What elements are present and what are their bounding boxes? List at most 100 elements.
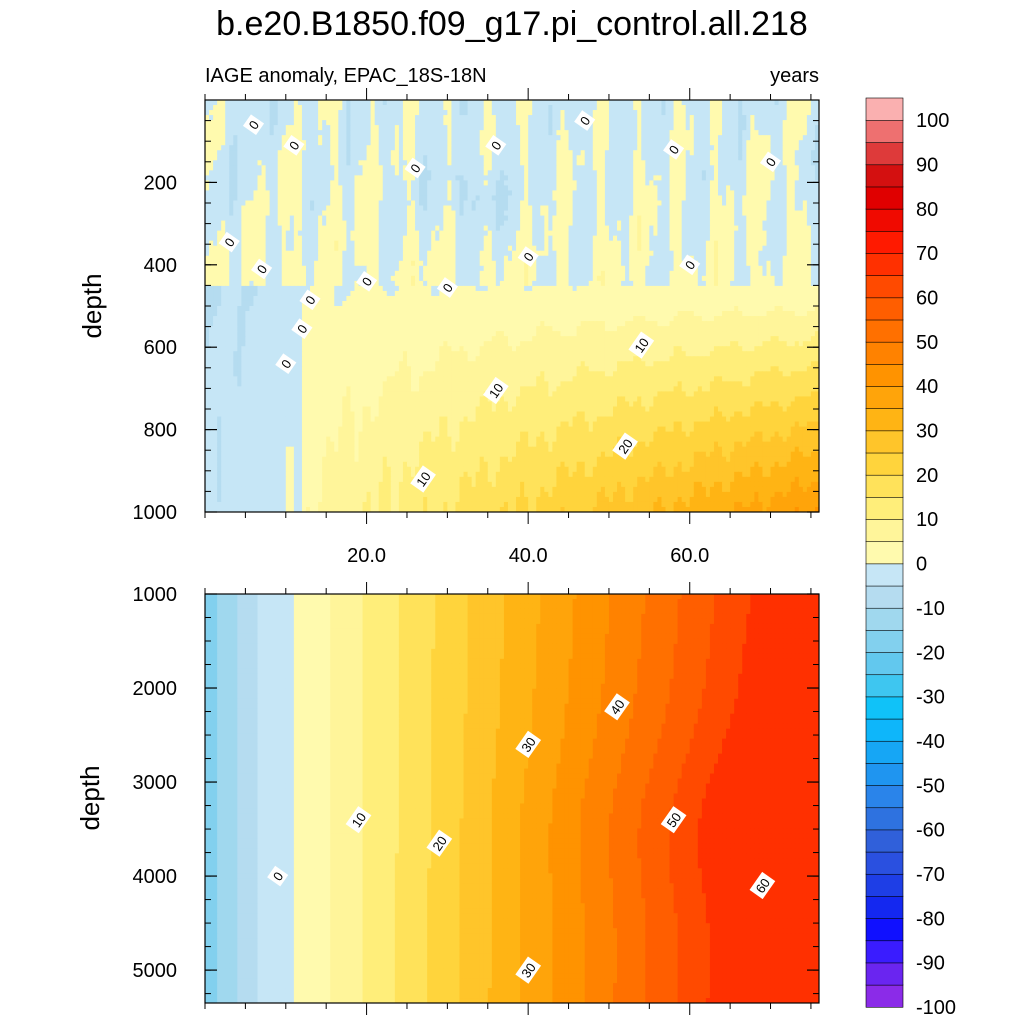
field-cell [726,125,731,131]
field-cell [209,140,214,146]
field-cell [257,195,263,202]
field-cell [520,225,525,232]
field-cell [277,155,283,161]
field-cell [374,195,380,202]
field-cell [326,115,331,121]
field-cell [423,100,428,106]
field-cell [483,120,489,126]
field-cell [241,180,246,187]
field-cell [641,105,646,111]
field-cell [293,215,299,222]
field-cell [584,170,590,176]
field-cell [354,160,360,166]
field-cell [241,260,246,267]
field-cell [612,145,618,151]
field-cell [633,220,638,227]
field-cell [552,245,558,252]
field-cell [665,220,671,227]
field-cell [277,260,283,267]
field-cell [507,185,513,192]
field-cell [568,120,574,126]
field-cell [354,165,360,171]
field-cell [390,160,396,166]
field-cell [536,165,541,171]
field-cell [685,205,691,212]
field-cell [709,215,715,222]
field-cell [786,230,792,237]
field-cell [633,125,638,131]
field-cell [600,215,606,222]
field-cell [225,130,230,136]
field-cell [431,155,436,161]
field-cell [229,155,234,161]
field-cell [608,220,614,227]
field-cell [273,220,279,227]
field-cell [608,185,614,192]
field-cell [568,240,574,247]
field-cell [301,140,307,146]
field-cell [798,255,804,262]
field-cell [427,145,432,151]
field-cell [322,140,327,146]
field-cell [726,120,731,126]
field-cell [790,215,796,222]
field-cell [633,175,638,181]
field-cell [520,220,525,227]
field-cell [370,175,376,181]
field-cell [600,135,606,141]
field-cell [641,260,646,267]
field-cell [718,185,723,192]
field-cell [374,210,380,217]
field-cell [402,240,408,247]
field-cell [213,260,218,267]
field-cell [689,135,695,141]
field-cell [209,175,214,181]
field-cell [774,190,780,197]
field-cell [209,185,214,192]
field-cell [249,260,255,267]
field-cell [382,195,388,202]
field-cell [726,150,731,156]
field-cell [406,175,412,181]
field-cell [419,245,424,252]
field-cell [576,145,582,151]
field-cell [584,235,590,242]
field-cell [411,200,416,207]
field-cell [217,245,222,252]
field-cell [491,150,497,156]
field-cell [584,130,590,136]
field-cell [253,160,259,166]
field-cell [314,245,319,252]
field-cell [661,140,667,146]
field-cell [758,175,764,181]
field-cell [225,205,230,212]
field-cell [814,230,819,237]
field-cell [552,240,558,247]
field-cell [419,220,424,227]
field-cell [798,200,804,207]
field-cell [265,220,271,227]
field-cell [281,155,287,161]
field-cell [273,145,279,151]
field-cell [487,220,493,227]
field-cell [378,150,384,156]
field-cell [423,250,428,257]
field-cell [459,170,465,176]
field-cell [786,120,792,126]
field-cell [499,100,505,106]
field-cell [475,225,481,232]
field-cell [213,245,218,252]
field-cell [479,105,485,111]
field-cell [285,175,291,181]
field-cell [564,130,570,136]
field-cell [814,160,819,166]
field-cell [427,260,432,267]
field-cell [677,220,683,227]
field-cell [479,210,485,217]
field-cell [503,210,509,217]
field-cell [427,255,432,262]
field-cell [451,135,457,141]
field-cell [778,130,784,136]
field-cell [576,100,582,106]
field-cell [778,155,784,161]
